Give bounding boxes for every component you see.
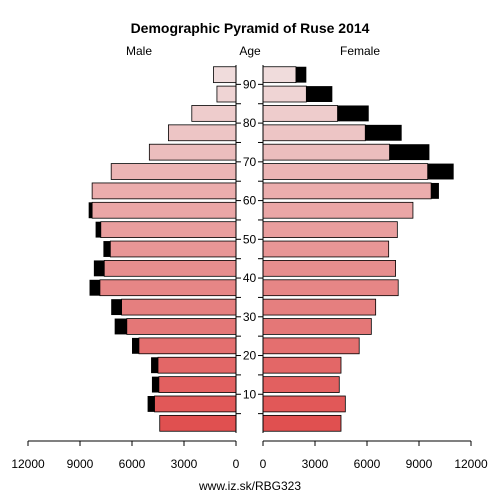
male-bar-85-89 [216, 85, 237, 103]
male-surplus-25-29 [114, 318, 127, 335]
male-bar-90+ [213, 66, 237, 84]
male-surplus-15-19 [151, 357, 158, 374]
female-bar-30-34 [262, 298, 377, 316]
female-bar-35-39 [262, 279, 399, 297]
male-bar-40-44 [103, 260, 237, 277]
male-bar-10-14 [158, 376, 237, 393]
male-x-tick-label: 9000 [67, 457, 94, 471]
male-bar-35-39 [99, 279, 237, 297]
male-bar-80-84 [191, 105, 237, 122]
male-x-tick-label: 12000 [11, 457, 45, 471]
footer-url[interactable]: www.iz.sk/RBG323 [198, 479, 301, 493]
female-surplus-75-79 [365, 124, 402, 141]
female-surplus-65-69 [427, 163, 454, 180]
female-surplus-90+ [295, 66, 307, 83]
age-label: Age [239, 44, 261, 58]
female-surplus-80-84 [337, 105, 369, 122]
female-bar-85-89 [262, 85, 307, 103]
age-tick-label: 70 [243, 155, 257, 169]
female-label: Female [340, 44, 380, 58]
male-x-tick-label: 6000 [119, 457, 146, 471]
chart-title: Demographic Pyramid of Ruse 2014 [131, 20, 370, 36]
male-bar-20-24 [138, 337, 237, 355]
female-bar-10-14 [262, 376, 340, 393]
male-bar-45-49 [109, 240, 237, 258]
female-bar-45-49 [262, 240, 390, 258]
age-tick-label: 80 [243, 116, 257, 130]
female-x-tick-label: 0 [260, 457, 267, 471]
female-bar-50-54 [262, 221, 398, 238]
female-bar-5-9 [262, 395, 346, 413]
female-bar-60-64 [262, 182, 432, 200]
male-surplus-20-24 [132, 337, 139, 354]
male-surplus-40-44 [93, 260, 105, 277]
age-tick-label: 30 [243, 310, 257, 324]
female-bar-90+ [262, 66, 297, 84]
female-bar-65-69 [262, 163, 429, 180]
female-surplus-60-64 [431, 182, 439, 199]
female-bar-75-79 [262, 124, 366, 142]
male-surplus-45-49 [103, 241, 111, 257]
male-x-tick-label: 3000 [171, 457, 198, 471]
male-bar-60-64 [91, 182, 237, 200]
female-x-tick-label: 12000 [454, 457, 488, 471]
male-bar-50-54 [100, 221, 237, 238]
male-surplus-5-9 [147, 396, 155, 412]
male-bar-0-4 [159, 414, 237, 432]
ticks-group: 10 20 30 40 50 60 70 80 90 12000 0 9000 3000 6000 6000… [11, 65, 488, 471]
female-bar-40-44 [262, 260, 397, 277]
female-bar-80-84 [262, 105, 338, 122]
male-bar-30-34 [121, 298, 237, 316]
male-bar-5-9 [154, 395, 237, 413]
age-tick-label: 40 [243, 271, 257, 285]
bars-group [88, 66, 454, 432]
female-bar-25-29 [262, 318, 372, 335]
male-surplus-10-14 [151, 376, 159, 393]
male-surplus-30-34 [111, 299, 122, 316]
age-tick-label: 10 [243, 387, 257, 401]
male-surplus-50-54 [95, 221, 101, 238]
female-x-tick-label: 9000 [406, 457, 433, 471]
female-surplus-70-74 [389, 144, 430, 161]
male-bar-70-74 [148, 143, 237, 161]
female-bar-0-4 [262, 414, 342, 432]
female-bar-20-24 [262, 337, 360, 355]
male-bar-75-79 [167, 124, 237, 142]
male-surplus-35-39 [89, 279, 100, 296]
male-bar-55-59 [91, 201, 237, 219]
age-tick-label: 60 [243, 194, 257, 208]
male-bar-15-19 [157, 356, 237, 374]
female-bar-55-59 [262, 201, 414, 219]
female-surplus-85-89 [306, 86, 333, 102]
female-bar-70-74 [262, 143, 390, 161]
male-label: Male [126, 44, 152, 58]
female-x-tick-label: 3000 [302, 457, 329, 471]
male-surplus-55-59 [88, 202, 93, 219]
age-tick-label: 50 [243, 232, 257, 246]
male-bar-25-29 [126, 318, 237, 335]
age-tick-label: 20 [243, 349, 257, 363]
male-x-tick-label: 0 [233, 457, 240, 471]
female-bar-15-19 [262, 356, 342, 374]
age-tick-label: 90 [243, 77, 257, 91]
male-bar-65-69 [110, 163, 237, 180]
female-x-tick-label: 6000 [354, 457, 381, 471]
